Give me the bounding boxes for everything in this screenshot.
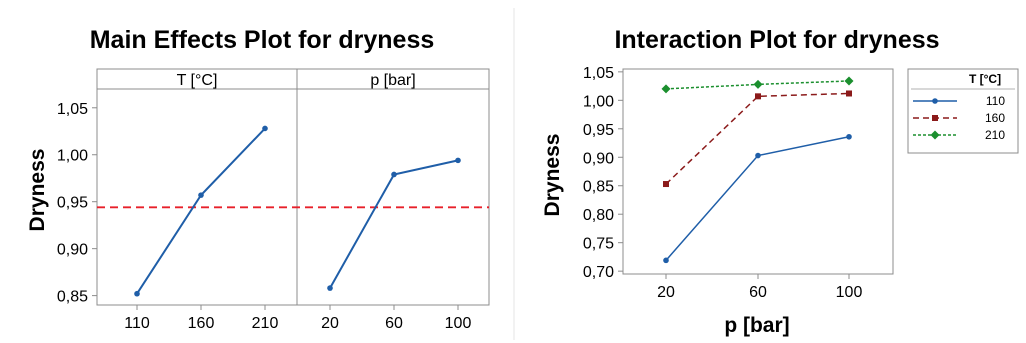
main-effects-y-axis-label: Dryness (26, 149, 49, 232)
data-point-160 (755, 93, 761, 100)
data-point-210 (844, 76, 854, 86)
data-point-110 (755, 152, 761, 159)
data-point-110 (846, 133, 852, 140)
main-effects-title: Main Effects Plot for dryness (90, 26, 435, 54)
series-line-160 (665, 92, 850, 185)
y-tick-label: 0,70 (583, 264, 614, 281)
data-point-110 (663, 257, 669, 264)
interaction-x-ticks: 20 60 100 (657, 274, 862, 301)
data-point (134, 290, 140, 297)
x-tick-label: 60 (749, 284, 767, 301)
y-tick-label: 0,90 (57, 242, 88, 259)
main-effects-frame (96, 68, 490, 306)
x-tick-label: 60 (385, 315, 403, 332)
x-tick-label: 160 (188, 315, 215, 332)
interaction-title: Interaction Plot for dryness (614, 26, 939, 54)
x-tick-label: 210 (252, 315, 279, 332)
interaction-frame (622, 68, 894, 275)
data-point-160 (846, 90, 852, 97)
x-tick-label: 100 (836, 284, 863, 301)
data-point (262, 125, 268, 132)
y-tick-label: 1,05 (583, 65, 614, 82)
strip-label-pressure: p [bar] (370, 72, 415, 89)
y-tick-label: 0,80 (583, 207, 614, 224)
legend-label-160: 160 (985, 111, 1005, 125)
data-point-210 (661, 84, 671, 94)
legend: T [°C] 110 160 210 (907, 68, 1019, 154)
y-tick-label: 0,75 (583, 236, 614, 253)
data-point (198, 192, 204, 198)
y-tick-label: 1,00 (583, 93, 614, 110)
legend-box (907, 68, 1019, 154)
main-effect-line (329, 159, 459, 289)
legend-marker-160 (932, 115, 938, 121)
data-point (455, 157, 461, 164)
interaction-series (661, 76, 854, 264)
y-tick-label: 0,85 (583, 179, 614, 196)
legend-items: 110 160 210 (913, 94, 1005, 142)
data-point-210 (753, 79, 763, 89)
legend-label-110: 110 (986, 94, 1005, 108)
data-point (327, 285, 333, 291)
legend-title: T [°C] (969, 72, 1001, 86)
interaction-chart: Interaction Plot for dryness Dryness p [… (541, 26, 1019, 337)
main-effect-line (136, 127, 266, 295)
y-tick-label: 0,90 (583, 150, 614, 167)
main-effects-chart: Main Effects Plot for dryness Dryness T … (26, 26, 490, 332)
interaction-y-ticks: 0,70 0,75 0,80 0,85 0,90 0,95 1,00 1,05 (583, 65, 623, 281)
main-effects-y-ticks: 0,85 0,90 0,95 1,00 1,05 (57, 101, 97, 306)
y-tick-label: 1,05 (57, 101, 88, 118)
legend-marker-210 (930, 130, 940, 140)
y-tick-label: 0,95 (583, 122, 614, 139)
interaction-y-axis-label: Dryness (541, 134, 564, 217)
y-tick-label: 1,00 (57, 148, 88, 165)
interaction-x-axis-label: p [bar] (724, 314, 789, 337)
x-tick-label: 20 (321, 315, 339, 332)
main-effects-x-ticks: 110 160 210 20 60 100 (124, 305, 471, 332)
x-tick-label: 20 (657, 284, 675, 301)
x-tick-label: 110 (124, 315, 150, 332)
y-tick-label: 0,85 (57, 289, 88, 306)
data-point (391, 171, 397, 178)
x-tick-label: 100 (445, 315, 472, 332)
strip-label-temperature: T [°C] (177, 72, 218, 89)
legend-label-210: 210 (985, 128, 1005, 142)
main-effects-series (134, 125, 461, 297)
data-point-160 (663, 181, 669, 188)
y-tick-label: 0,95 (57, 195, 88, 212)
legend-marker-110 (932, 98, 938, 104)
